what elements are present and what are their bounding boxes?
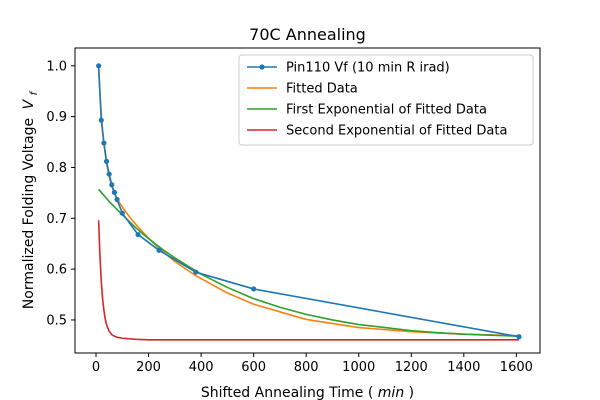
y-axis-label-text: Normalized Folding Voltage: [21, 118, 37, 309]
x-axis-label-paren-open: (: [368, 385, 373, 400]
data-point: [101, 140, 107, 146]
y-axis-label-symbol: V: [21, 98, 37, 109]
data-point: [156, 247, 162, 253]
data-point: [251, 286, 257, 292]
legend-label: Pin110 Vf (10 min R irad): [286, 61, 450, 76]
y-axis-label: Normalized Folding Voltage V f: [21, 90, 40, 309]
legend-label: First Exponential of Fitted Data: [286, 103, 487, 118]
data-point: [109, 182, 115, 188]
y-tick-label: 1.0: [46, 59, 67, 74]
plot-area: [74, 47, 541, 354]
series-line-3: [97, 220, 519, 341]
x-tick-label: 1600: [500, 360, 533, 375]
data-point: [135, 231, 141, 238]
x-tick-label: 1200: [395, 360, 428, 375]
legend-marker: [259, 64, 265, 70]
data-point: [119, 210, 125, 216]
legend-label: Second Exponential of Fitted Data: [286, 124, 507, 139]
x-axis: 0 200 400 600 800 1000 1200 1400 1600: [92, 353, 533, 375]
series-line-2: [98, 188, 520, 338]
data-point: [193, 269, 199, 275]
chart-title: 70C Annealing: [249, 25, 366, 44]
data-point: [111, 189, 118, 195]
x-axis-label-text: Shifted Annealing Time: [201, 385, 364, 400]
data-point: [106, 171, 112, 177]
x-tick-label: 200: [136, 360, 161, 375]
x-tick-label: 0: [92, 360, 100, 375]
x-tick-label: 1400: [447, 360, 480, 375]
y-tick-label: 0.5: [46, 313, 67, 328]
series-layer: [96, 63, 522, 341]
x-tick-label: 400: [189, 360, 214, 375]
x-tick-label: 1000: [342, 360, 375, 375]
legend: Pin110 Vf (10 min R irad) Fitted Data Firs…: [238, 54, 534, 146]
data-point: [96, 63, 102, 69]
y-tick-label: 0.6: [46, 263, 67, 278]
data-point: [114, 196, 120, 203]
legend-box: [238, 54, 534, 146]
data-point: [98, 117, 104, 123]
x-tick-label: 800: [294, 360, 319, 375]
y-tick-label: 0.7: [46, 212, 67, 227]
x-axis-label: Shifted Annealing Time ( min ): [201, 385, 414, 400]
y-axis: 0.5 0.6 0.7 0.8 0.9 1.0: [46, 59, 75, 328]
x-axis-label-unit: min: [378, 385, 404, 400]
y-tick-label: 0.9: [46, 110, 67, 125]
y-axis-label-subscript: f: [29, 90, 40, 95]
legend-label: Fitted Data: [286, 82, 358, 97]
y-tick-label: 0.8: [46, 161, 67, 176]
x-axis-label-paren-close: ): [409, 385, 414, 400]
series-line-0: [97, 65, 520, 338]
x-tick-label: 600: [241, 360, 266, 375]
data-point: [516, 334, 522, 340]
data-point: [103, 158, 110, 164]
